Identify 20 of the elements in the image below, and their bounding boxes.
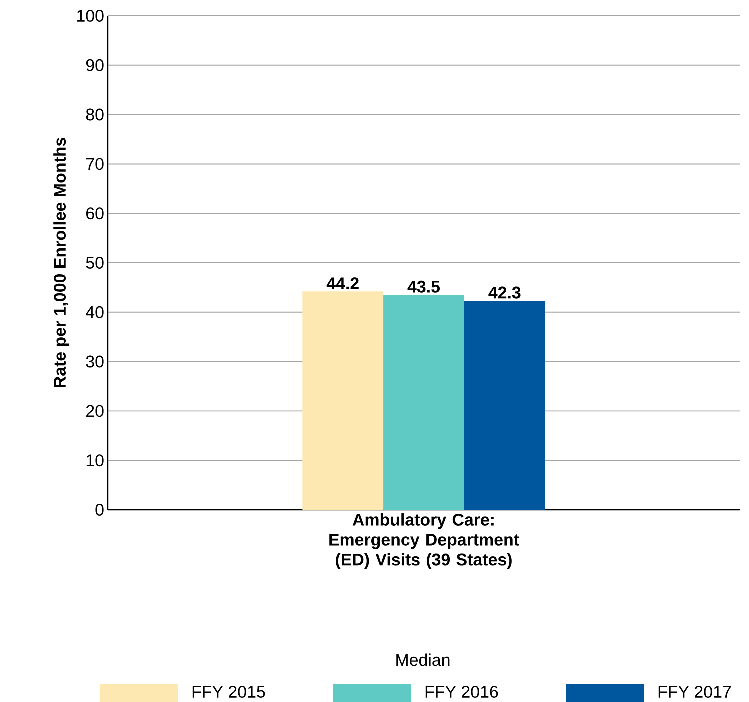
y-tick-label: 40 <box>86 306 104 318</box>
data-label: 43.5 <box>408 280 440 293</box>
y-tick-label: 80 <box>86 108 104 121</box>
legend-label: FFY 2017 <box>658 686 732 698</box>
y-axis-title: Rate per 1,000 Enrollee Months <box>54 138 70 388</box>
x-tick-label: Ambulatory Care: Emergency Department (ED) Visits (39 States) <box>330 514 520 570</box>
y-tick-label: 30 <box>86 356 104 368</box>
y-tick-label: 70 <box>86 158 104 170</box>
legend-label: FFY 2015 <box>192 686 266 698</box>
legend-title: Median <box>396 654 450 666</box>
y-tick-label: 0 <box>96 504 104 516</box>
y-tick-label: 90 <box>86 59 104 72</box>
data-label: 42.3 <box>488 286 521 299</box>
y-tick-label: 20 <box>86 405 104 418</box>
y-tick-label: 50 <box>86 256 104 269</box>
data-label: 44.2 <box>326 278 359 290</box>
y-tick-label: 10 <box>86 454 104 467</box>
legend-label: FFY 2016 <box>426 686 498 698</box>
y-tick-label: 100 <box>78 10 104 22</box>
y-tick-label: 60 <box>86 208 104 220</box>
